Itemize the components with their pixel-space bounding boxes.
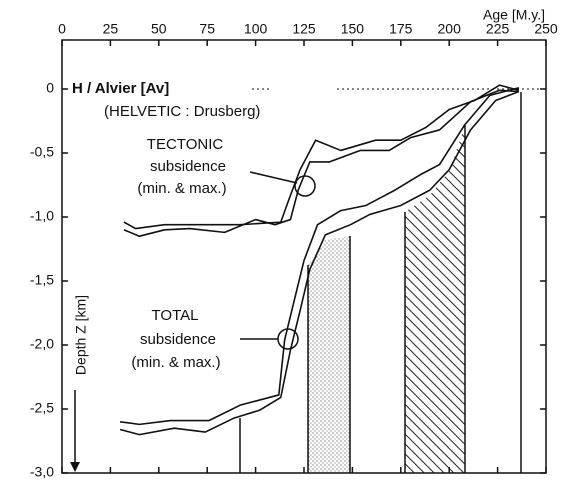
x-tick-label: 225 — [486, 21, 510, 37]
y-tick-label: -1,0 — [30, 208, 54, 224]
x-tick-label: 250 — [534, 21, 558, 37]
x-tick-label: 75 — [199, 21, 215, 37]
y-tick-label: -1,5 — [30, 272, 54, 288]
x-tick-label: 25 — [103, 21, 119, 37]
annotation: H / Alvier [Av] — [72, 80, 169, 97]
annotation: (min. & max.) — [131, 354, 220, 371]
annotation: (HELVETIC : Drusberg) — [104, 103, 260, 120]
leader-line — [249, 171, 298, 184]
y-tick-label: 0 — [46, 80, 54, 96]
decorations — [70, 88, 546, 473]
arrow-head — [70, 462, 80, 472]
y-axis-label: Depth Z [km] — [73, 295, 89, 375]
x-tick-label: 200 — [438, 21, 462, 37]
x-tick-label: 175 — [389, 21, 413, 37]
annotation: TECTONIC — [147, 136, 224, 153]
stippled-area — [308, 236, 350, 473]
y-tick-label: -0,5 — [30, 144, 54, 160]
series-line — [123, 89, 519, 237]
y-tick-label: -2,5 — [30, 400, 54, 416]
marker-circle — [294, 175, 316, 197]
y-tick-label: -3,0 — [30, 464, 54, 480]
annotation: subsidence — [150, 158, 226, 175]
series-line — [119, 86, 520, 426]
series-line — [119, 90, 520, 436]
x-tick-label: 50 — [151, 21, 167, 37]
x-tick-label: 150 — [341, 21, 365, 37]
series-line — [123, 84, 520, 230]
y-tick-label: -2,0 — [30, 336, 54, 352]
annotation: (min. & max.) — [137, 180, 226, 197]
x-tick-label: 100 — [244, 21, 268, 37]
hatched-area — [405, 125, 465, 473]
x-axis-label: Age [M.y.] — [483, 7, 545, 23]
x-tick-label: 0 — [58, 21, 66, 37]
annotation: TOTAL — [152, 307, 199, 324]
annotation: subsidence — [140, 331, 216, 348]
x-tick-label: 125 — [292, 21, 316, 37]
